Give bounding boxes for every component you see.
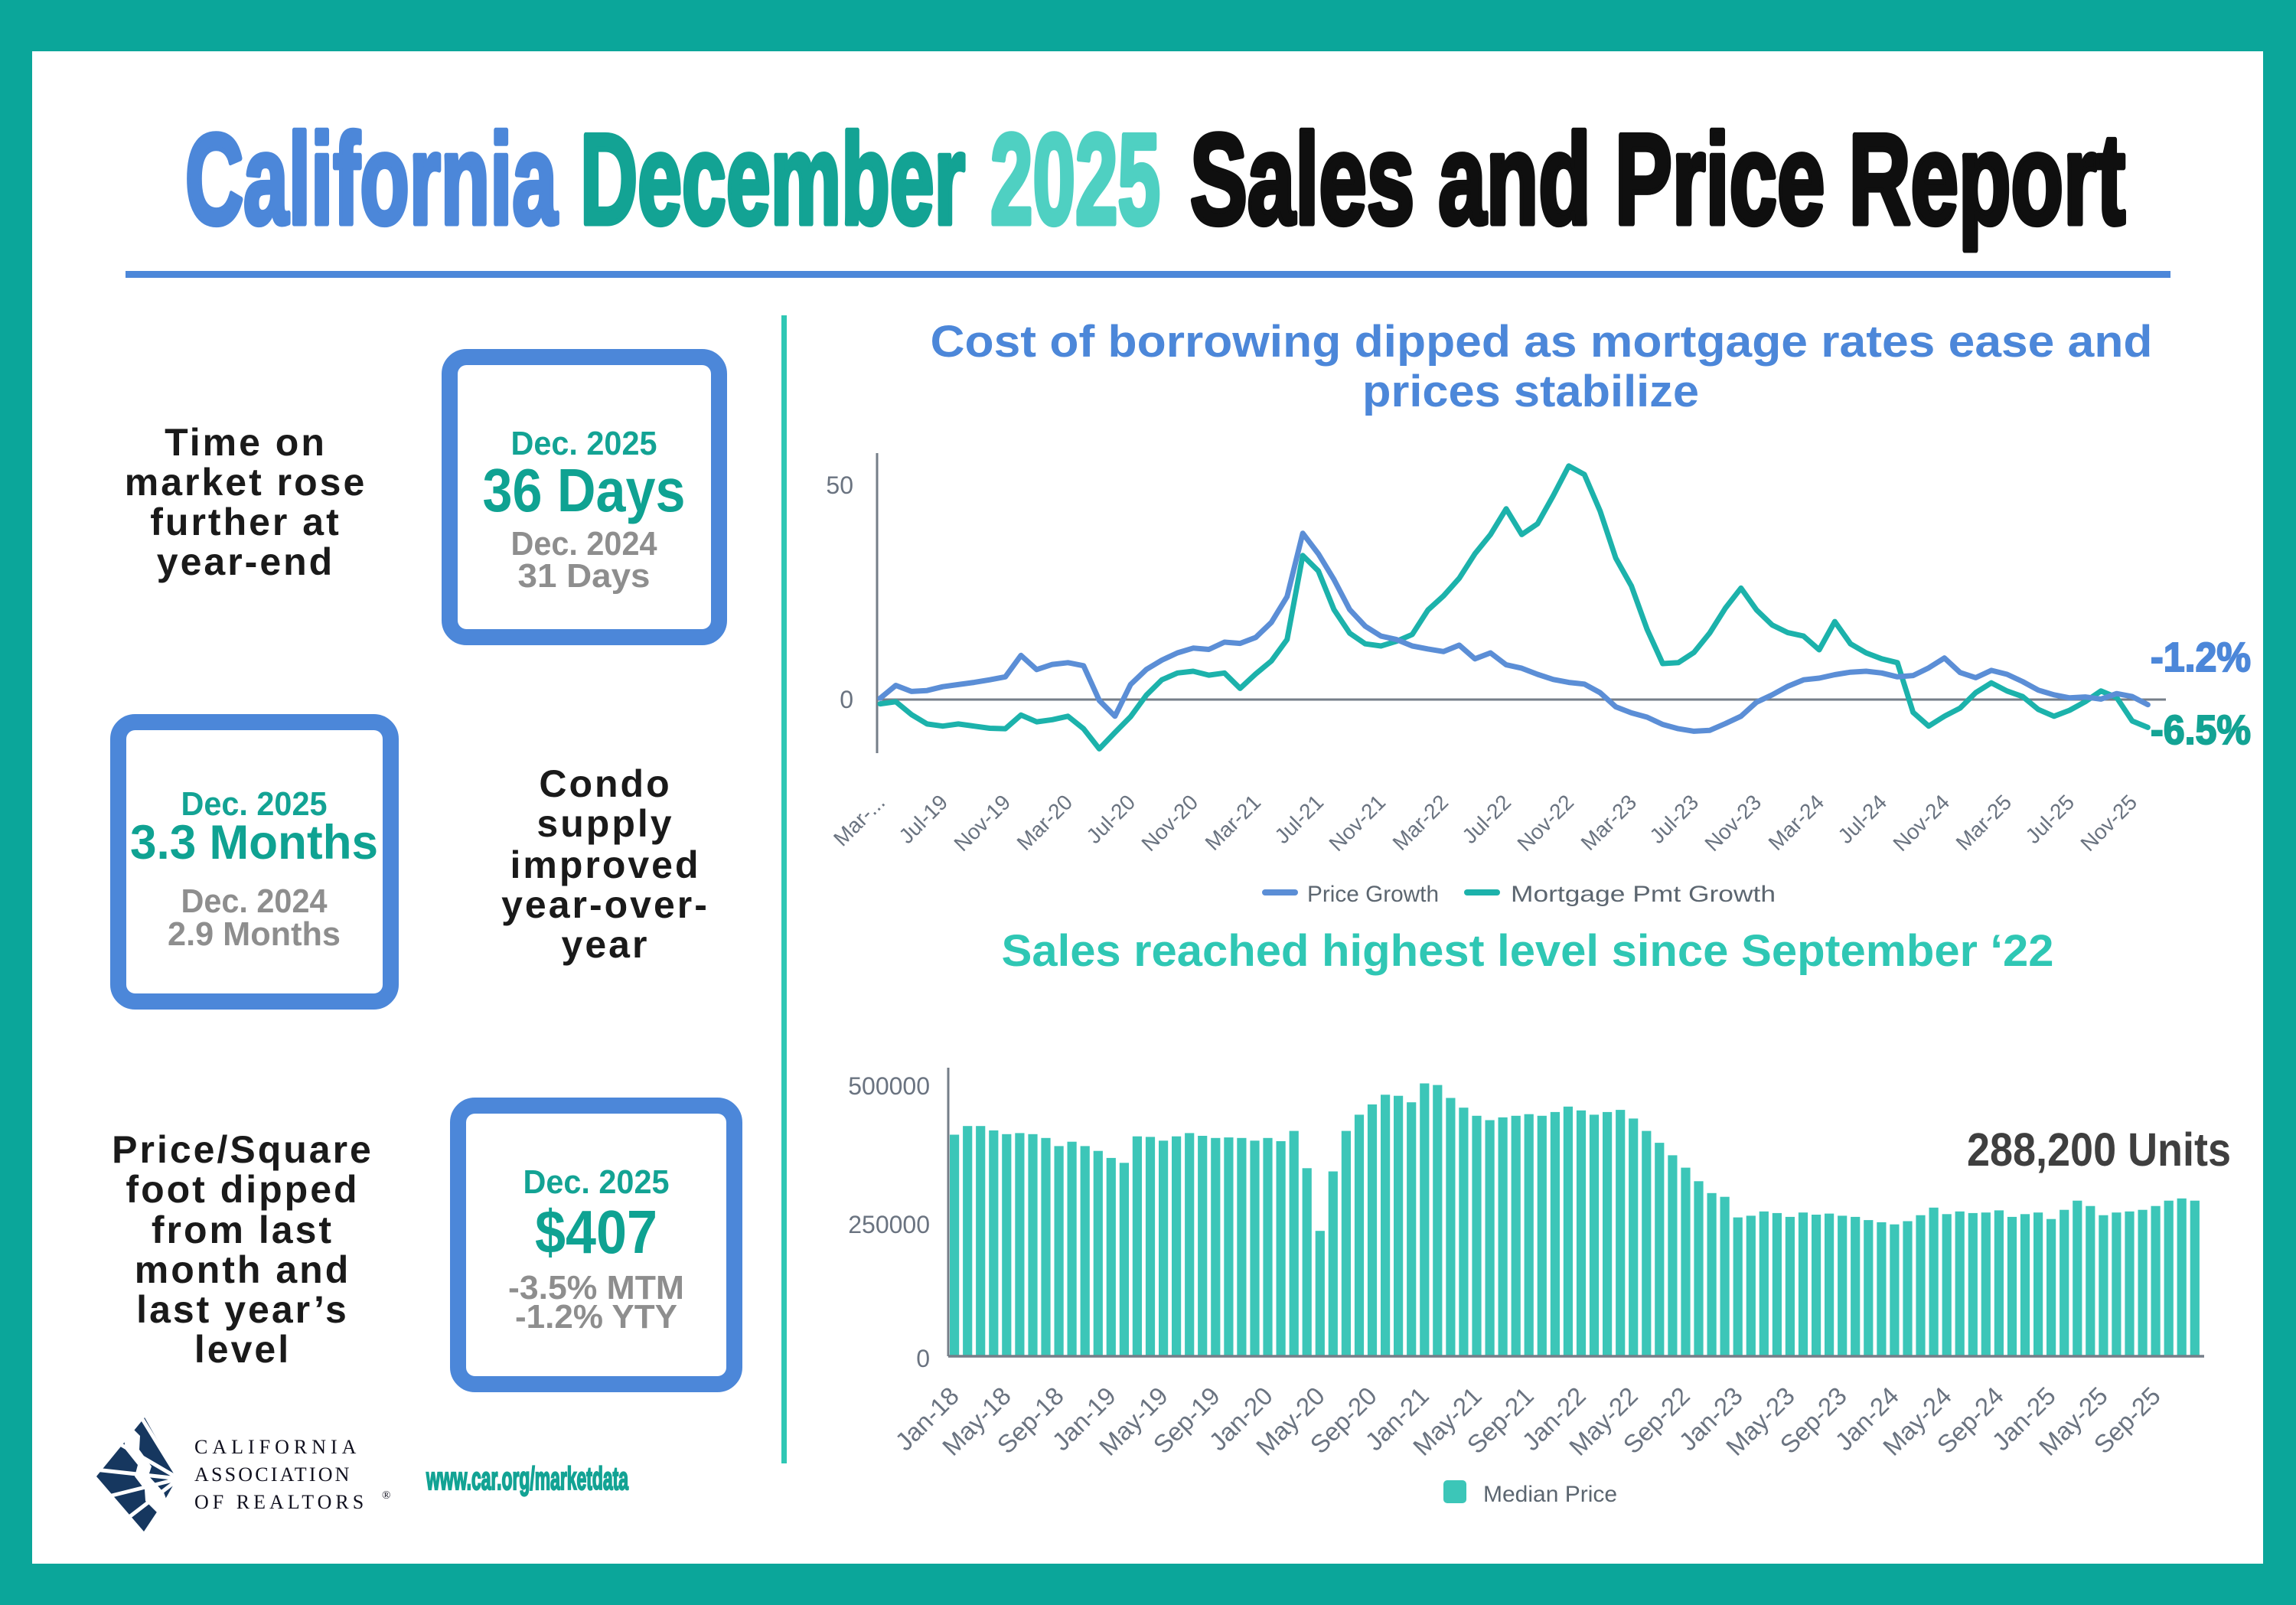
svg-text:-3.5% MTM: -3.5% MTM (508, 1269, 684, 1307)
svg-text:Dec. 2024: Dec. 2024 (511, 525, 657, 563)
svg-text:-1.2%: -1.2% (2151, 634, 2251, 680)
svg-text:prices stabilize: prices stabilize (1362, 367, 1699, 416)
svg-text:-6.5%: -6.5% (2151, 707, 2251, 753)
svg-text:2025: 2025 (990, 107, 1160, 251)
svg-text:36 Days: 36 Days (483, 456, 686, 524)
svg-text:Sales and Price Report: Sales and Price Report (1190, 107, 2125, 251)
svg-text:Cost of borrowing dipped as mo: Cost of borrowing dipped as mortgage rat… (931, 317, 2153, 367)
svg-text:year-end: year-end (157, 540, 334, 583)
svg-text:foot dipped: foot dipped (126, 1168, 359, 1211)
svg-text:250000: 250000 (848, 1211, 930, 1238)
svg-text:Dec. 2025: Dec. 2025 (511, 425, 657, 462)
svg-text:www.car.org/marketdata: www.car.org/marketdata (426, 1460, 628, 1496)
svg-text:Price/Square: Price/Square (112, 1128, 373, 1171)
svg-text:Dec. 2024: Dec. 2024 (181, 882, 328, 920)
svg-text:Price Growth: Price Growth (1307, 882, 1439, 907)
svg-text:$407: $407 (535, 1198, 657, 1266)
svg-text:50: 50 (826, 471, 853, 499)
svg-text:improved: improved (510, 843, 700, 886)
svg-text:further at: further at (150, 501, 341, 543)
svg-text:®: ® (382, 1489, 390, 1502)
svg-text:500000: 500000 (848, 1072, 930, 1100)
svg-text:month and: month and (135, 1248, 351, 1291)
svg-text:Dec. 2025: Dec. 2025 (523, 1163, 670, 1201)
svg-text:level: level (194, 1328, 291, 1371)
svg-text:year-over-: year-over- (501, 883, 709, 926)
svg-text:December: December (580, 107, 965, 251)
svg-text:0: 0 (916, 1345, 930, 1372)
svg-text:Mortgage Pmt Growth: Mortgage Pmt Growth (1511, 882, 1776, 907)
svg-text:market rose: market rose (125, 461, 367, 504)
svg-text:3.3 Months: 3.3 Months (130, 816, 378, 869)
svg-text:288,200 Units: 288,200 Units (1967, 1124, 2231, 1176)
svg-text:2.9 Months: 2.9 Months (168, 915, 341, 953)
svg-text:Sales reached highest level si: Sales reached highest level since Septem… (1002, 926, 2054, 976)
svg-text:year: year (562, 923, 650, 966)
svg-text:Median Price: Median Price (1483, 1482, 1617, 1507)
svg-text:last year’s: last year’s (136, 1288, 349, 1331)
svg-text:Dec. 2025: Dec. 2025 (181, 785, 328, 823)
svg-text:supply: supply (536, 802, 673, 845)
svg-text:-1.2% YTY: -1.2% YTY (515, 1298, 677, 1336)
svg-text:California: California (185, 107, 558, 251)
svg-text:from last: from last (152, 1209, 334, 1251)
svg-text:Time on: Time on (165, 421, 327, 464)
svg-text:OF REALTORS: OF REALTORS (194, 1491, 367, 1513)
svg-text:31 Days: 31 Days (518, 557, 651, 595)
svg-text:0: 0 (840, 686, 853, 713)
svg-text:Condo: Condo (539, 762, 671, 805)
svg-text:CALIFORNIA: CALIFORNIA (194, 1436, 360, 1458)
svg-text:ASSOCIATION: ASSOCIATION (194, 1463, 352, 1486)
